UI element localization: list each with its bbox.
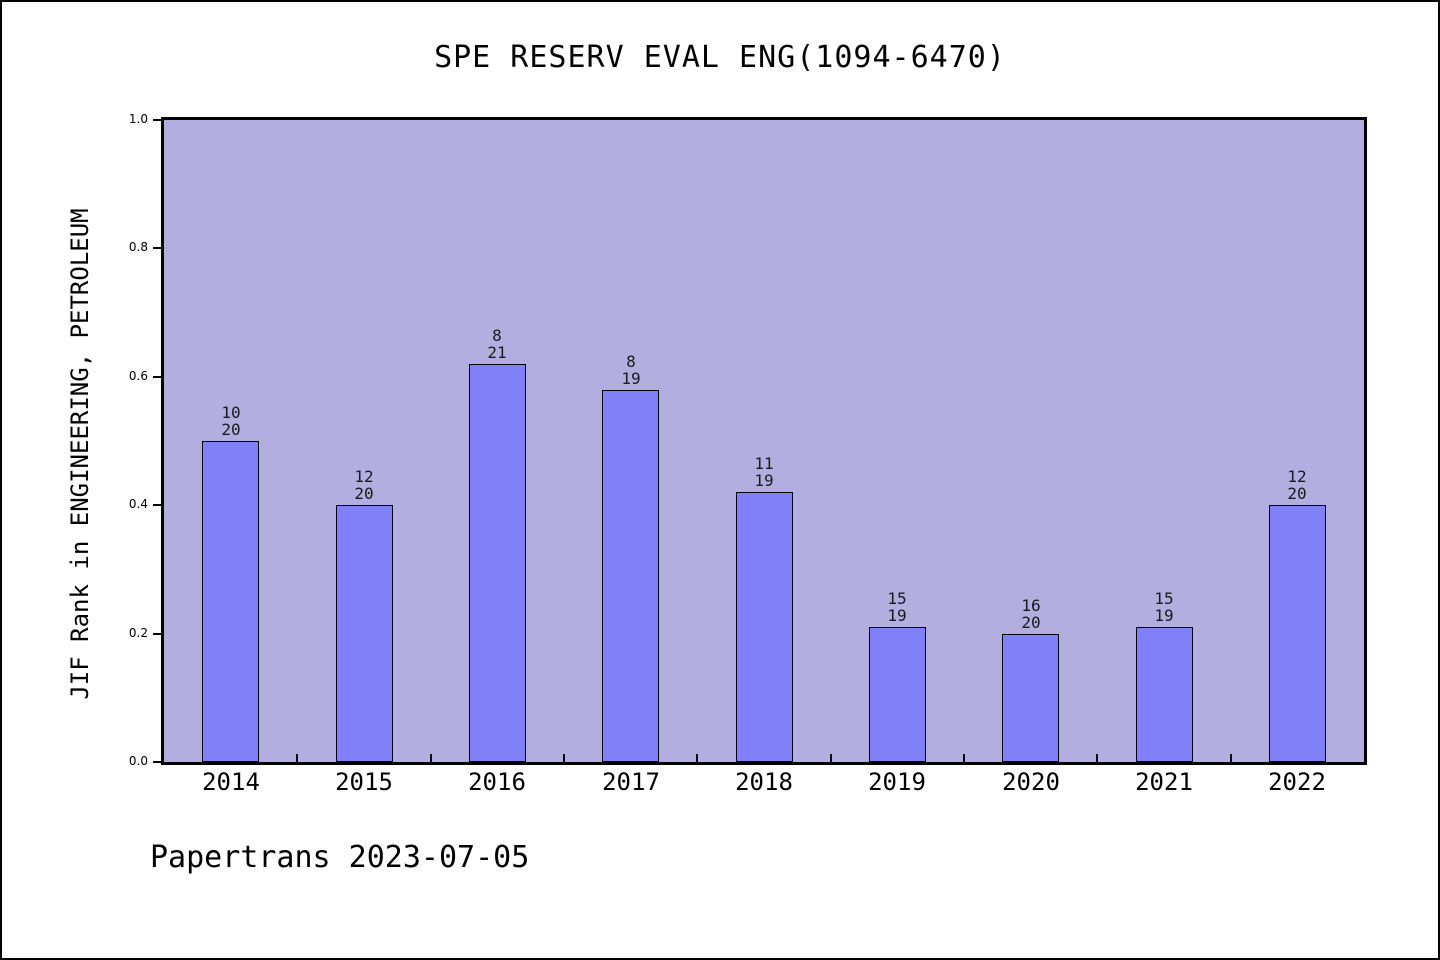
bar-2019 bbox=[869, 627, 926, 762]
bar-value-label: 8 21 bbox=[487, 326, 507, 362]
y-axis-label: JIF Rank in ENGINEERING, PETROLEUM bbox=[66, 208, 94, 700]
y-tick-mark bbox=[153, 247, 161, 249]
bar-value-label: 16 20 bbox=[1021, 596, 1041, 632]
x-minor-tick bbox=[830, 754, 832, 762]
bar-2020 bbox=[1002, 634, 1059, 762]
bar-value-label: 12 20 bbox=[1287, 467, 1307, 503]
x-tick-label: 2020 bbox=[1002, 768, 1060, 796]
x-minor-tick bbox=[296, 754, 298, 762]
bar-value-label: 10 20 bbox=[221, 403, 241, 439]
chart-title: SPE RESERV EVAL ENG(1094-6470) bbox=[434, 40, 1006, 75]
x-tick-label: 2021 bbox=[1135, 768, 1193, 796]
footer-text: Papertrans 2023-07-05 bbox=[150, 840, 530, 875]
x-tick-label: 2019 bbox=[868, 768, 926, 796]
x-tick-label: 2015 bbox=[335, 768, 393, 796]
y-tick-label: 1.0 bbox=[128, 112, 148, 126]
y-tick-label: 0.6 bbox=[128, 369, 148, 383]
x-minor-tick bbox=[696, 754, 698, 762]
bar-value-label: 11 19 bbox=[754, 454, 774, 490]
x-tick-label: 2014 bbox=[202, 768, 260, 796]
bar-value-label: 15 19 bbox=[1154, 589, 1174, 625]
y-tick-mark bbox=[153, 504, 161, 506]
y-tick-mark bbox=[153, 376, 161, 378]
x-minor-tick bbox=[1230, 754, 1232, 762]
y-tick-mark bbox=[153, 761, 161, 763]
y-tick-label: 0.0 bbox=[128, 754, 148, 768]
bar-2014 bbox=[202, 441, 259, 762]
y-tick-label: 0.8 bbox=[128, 240, 148, 254]
bar-2017 bbox=[602, 390, 659, 762]
bar-value-label: 15 19 bbox=[887, 589, 907, 625]
x-minor-tick bbox=[430, 754, 432, 762]
plot-area: 10 20 12 20 8 21 8 19 11 19 15 19 16 20 15 19 12… bbox=[161, 117, 1367, 765]
y-tick-mark bbox=[153, 633, 161, 635]
x-minor-tick bbox=[563, 754, 565, 762]
bar-value-label: 8 19 bbox=[621, 352, 641, 388]
bar-2018 bbox=[736, 492, 793, 762]
y-tick-mark bbox=[153, 119, 161, 121]
y-tick-label: 0.4 bbox=[128, 497, 148, 511]
bar-2021 bbox=[1136, 627, 1193, 762]
x-minor-tick bbox=[963, 754, 965, 762]
bar-2016 bbox=[469, 364, 526, 762]
bar-2015 bbox=[336, 505, 393, 762]
x-tick-label: 2018 bbox=[735, 768, 793, 796]
x-tick-label: 2016 bbox=[468, 768, 526, 796]
x-tick-label: 2022 bbox=[1268, 768, 1326, 796]
bar-2022 bbox=[1269, 505, 1326, 762]
bar-value-label: 12 20 bbox=[354, 467, 374, 503]
x-minor-tick bbox=[1096, 754, 1098, 762]
x-tick-label: 2017 bbox=[602, 768, 660, 796]
y-tick-label: 0.2 bbox=[128, 626, 148, 640]
